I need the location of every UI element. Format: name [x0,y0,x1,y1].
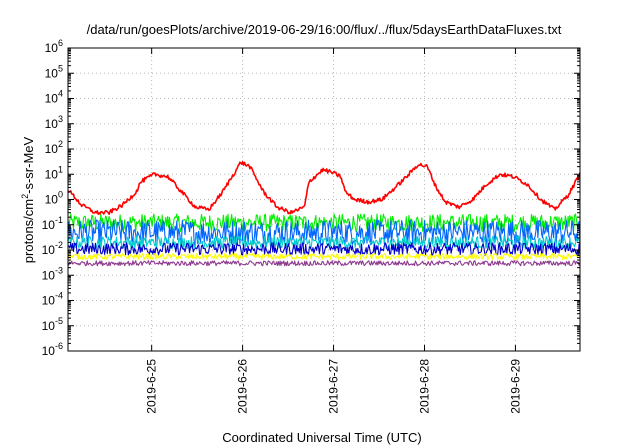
y-axis-title-sup: 2 [20,194,30,199]
y-tick-label-exponent: -2 [55,240,63,250]
y-tick-label-base: 10 [45,117,59,131]
y-axis-title: protons/cm2-s-sr-MeV [20,136,36,263]
y-tick-label-exponent: 2 [58,139,63,149]
y-tick-label-base: 10 [45,92,59,106]
x-axis-title: Coordinated Universal Time (UTC) [222,430,421,445]
series-line [67,213,581,233]
y-tick-label: 100 [45,190,63,207]
y-tick-label: 10-1 [42,215,63,232]
grid-lines [68,48,580,351]
x-tick-label: 2019-6-26 [236,359,250,414]
y-tick-label: 105 [45,63,63,80]
y-tick-label: 10-5 [42,316,63,333]
y-tick-label-exponent: -6 [55,341,63,351]
series-layer [67,161,581,267]
y-tick-label-exponent: -3 [55,265,63,275]
y-tick-label-exponent: -1 [55,215,63,225]
y-tick-label-base: 10 [45,41,59,55]
y-tick-label-exponent: 0 [58,190,63,200]
y-tick-label-base: 10 [45,66,59,80]
x-tick-label: 2019-6-25 [145,359,159,414]
y-tick-label-base: 10 [42,294,56,308]
y-tick-label-exponent: 3 [58,114,63,124]
series-line [67,235,581,250]
y-tick-label-base: 10 [42,319,56,333]
y-tick-label-exponent: 1 [58,164,63,174]
x-tick-label: 2019-6-28 [417,359,431,414]
y-tick-label-base: 10 [45,193,59,207]
series-line [67,161,581,215]
y-tick-label-base: 10 [42,268,56,282]
chart-title: /data/run/goesPlots/archive/2019-06-29/1… [87,22,562,37]
y-tick-label: 106 [45,38,63,55]
y-tick-label: 103 [45,114,63,131]
y-tick-label-base: 10 [42,344,56,358]
series-line [67,260,581,267]
y-tick-label: 10-2 [42,240,63,257]
y-tick-label-base: 10 [42,243,56,257]
y-tick-label: 10-3 [42,265,63,282]
y-axis-title-main: protons/cm [21,199,36,263]
y-tick-label-exponent: -4 [55,291,63,301]
y-tick-label-base: 10 [45,142,59,156]
y-tick-label-exponent: 4 [58,89,63,99]
y-tick-label-exponent: 6 [58,38,63,48]
y-tick-label-base: 10 [42,218,56,232]
y-tick-label: 10-6 [42,341,63,358]
y-tick-label-exponent: -5 [55,316,63,326]
series-line [67,252,581,261]
axis-ticks: 10610510410310210110010-110-210-310-410-… [42,38,580,414]
y-tick-label: 10-4 [42,291,63,308]
y-tick-label-base: 10 [45,167,59,181]
y-tick-label-exponent: 5 [58,63,63,73]
y-axis-title-rest: -s-sr-MeV [21,136,36,193]
series-line [67,242,581,256]
y-tick-label: 101 [45,164,63,181]
x-tick-label: 2019-6-27 [327,359,341,414]
x-tick-label: 2019-6-29 [508,359,522,414]
y-tick-label: 104 [45,89,63,106]
y-tick-label: 102 [45,139,63,156]
